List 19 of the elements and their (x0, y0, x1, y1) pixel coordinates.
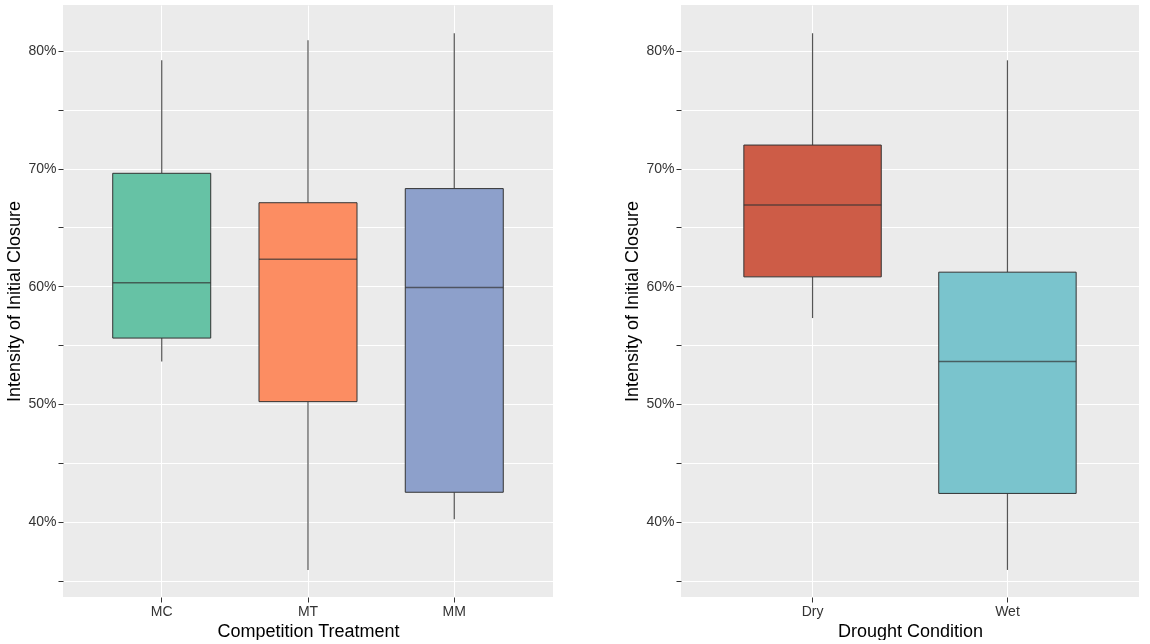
y-tick-label: 40% (646, 513, 675, 530)
x-tick-label: Dry (801, 602, 824, 619)
y-axis-title: Intensity of Initial Closure (4, 200, 25, 403)
y-tick-label: 80% (646, 42, 675, 59)
y-tick-label: 70% (646, 160, 675, 177)
x-axis-title: Drought Condition (837, 620, 984, 641)
y-tick-label: 70% (28, 160, 57, 177)
y-axis-title: Intensity of Initial Closure (622, 200, 643, 403)
y-tick-label: 50% (646, 395, 675, 412)
x-tick-label: MC (150, 602, 173, 619)
y-tick-label: 60% (28, 277, 57, 294)
y-tick-label: 60% (646, 277, 675, 294)
y-tick-label: 40% (28, 513, 57, 530)
y-tick-label: 50% (28, 395, 57, 412)
y-tick-label: 80% (28, 42, 57, 59)
x-tick-label: MM (442, 602, 466, 619)
x-tick-label: Wet (995, 602, 1020, 619)
x-tick-label: MT (297, 602, 319, 619)
x-axis-title: Competition Treatment (217, 620, 400, 641)
